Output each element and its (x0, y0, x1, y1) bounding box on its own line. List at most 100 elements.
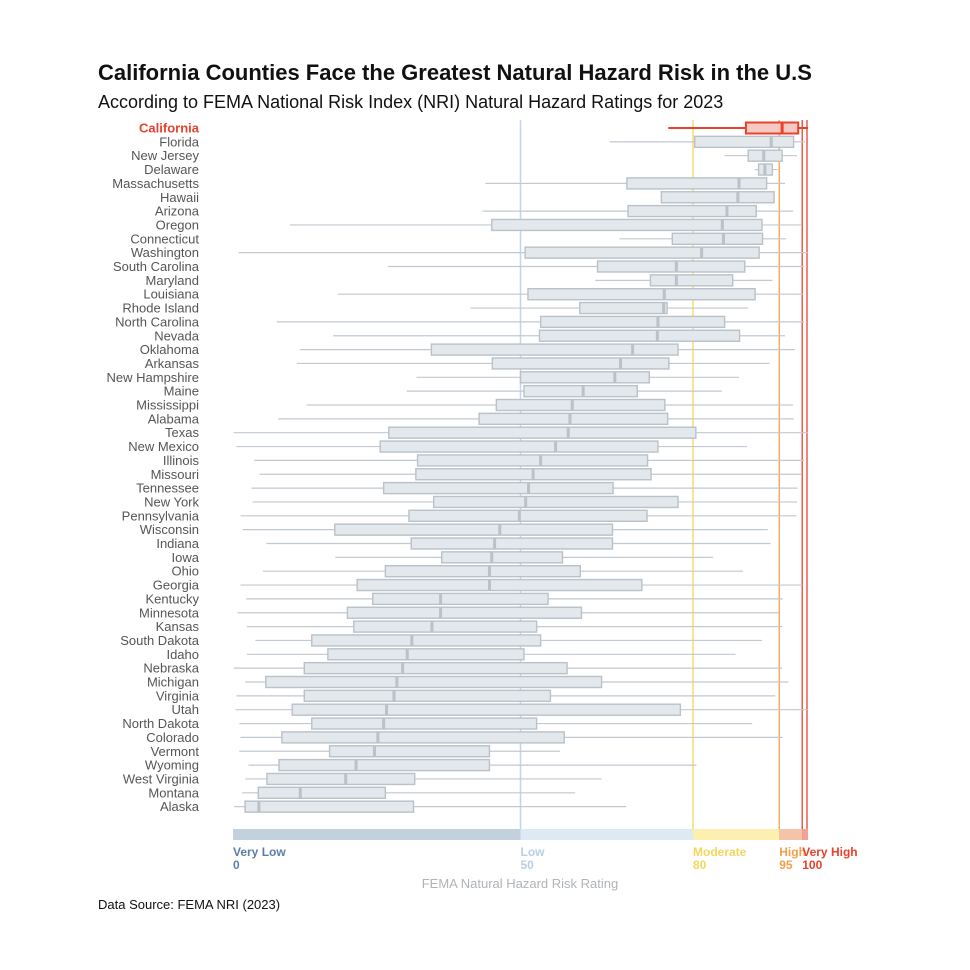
box-maine (523, 384, 638, 398)
band-value: 0 (233, 858, 240, 872)
x-axis-label: FEMA Natural Hazard Risk Rating (422, 876, 619, 891)
box-north-carolina (539, 315, 726, 329)
state-label: Iowa (172, 550, 200, 565)
box-wisconsin (334, 523, 614, 536)
state-label: Colorado (146, 730, 199, 745)
box-california (744, 121, 800, 135)
band-value: 50 (521, 858, 535, 872)
state-label: Washington (131, 245, 199, 260)
band-label: Very High (802, 845, 857, 859)
state-label: Maine (164, 384, 199, 399)
box-kansas (353, 620, 538, 633)
box-south-dakota (311, 634, 542, 647)
state-label: Georgia (153, 578, 200, 593)
box-south-carolina (596, 260, 746, 273)
band-segment (779, 829, 803, 840)
chart-subtitle: According to FEMA National Risk Index (N… (98, 92, 724, 112)
state-label: Montana (148, 785, 199, 800)
state-label: New Jersey (131, 148, 199, 163)
box-pennsylvania (408, 509, 648, 522)
band-value: 80 (693, 858, 707, 872)
box-kentucky (372, 592, 549, 606)
box-louisiana (527, 288, 756, 301)
state-label: New York (144, 494, 199, 509)
band-segment (520, 829, 693, 840)
box-rhode-island (579, 301, 668, 315)
box-texas (388, 426, 697, 439)
state-label: Hawaii (160, 190, 199, 205)
state-label: South Carolina (113, 259, 200, 274)
state-label: North Carolina (115, 314, 200, 329)
state-label: Wyoming (145, 758, 199, 773)
box-alabama (478, 412, 669, 426)
box-mississippi (495, 398, 666, 412)
band-value: 100 (802, 858, 822, 872)
state-label: Kansas (156, 619, 200, 634)
state-label: Texas (165, 425, 199, 440)
box-arkansas (491, 357, 670, 370)
box-idaho (327, 648, 525, 661)
state-label: Vermont (151, 744, 200, 759)
state-label: Arizona (155, 204, 200, 219)
state-label: Rhode Island (122, 301, 199, 316)
state-label: Arkansas (145, 356, 200, 371)
state-boxplots (233, 121, 808, 813)
state-label: Minnesota (139, 605, 200, 620)
box-nevada (538, 329, 741, 342)
state-label: Connecticut (130, 231, 199, 246)
box-oregon (491, 218, 763, 232)
band-label: Low (521, 845, 546, 859)
box-minnesota (346, 606, 583, 619)
box-massachusetts (626, 177, 768, 190)
state-label: Idaho (166, 647, 199, 662)
state-label: Nevada (154, 328, 200, 343)
state-label: Kentucky (146, 591, 200, 606)
state-label: Maryland (146, 273, 199, 288)
state-label: Michigan (147, 675, 199, 690)
box-colorado (281, 731, 565, 744)
band-label: High (779, 845, 806, 859)
box-alaska (244, 800, 415, 813)
band-value: 95 (779, 858, 793, 872)
box-tennessee (382, 481, 614, 495)
state-label: Ohio (172, 564, 199, 579)
box-oklahoma (430, 343, 679, 356)
state-label: California (139, 121, 200, 136)
state-label: Pennsylvania (122, 508, 200, 523)
box-vermont (328, 745, 491, 758)
box-hawaii (660, 191, 775, 204)
band-segment (233, 829, 521, 840)
data-source: Data Source: FEMA NRI (2023) (98, 897, 281, 912)
box-maryland (649, 274, 734, 287)
state-label: South Dakota (120, 633, 200, 648)
state-label: Oklahoma (140, 342, 200, 357)
state-label: Alaska (160, 799, 200, 814)
box-florida (694, 135, 795, 149)
box-utah (291, 703, 682, 716)
state-label: Mississippi (136, 398, 199, 413)
box-michigan (265, 675, 603, 689)
box-wyoming (278, 758, 491, 772)
box-arizona (627, 204, 757, 218)
state-label: Alabama (148, 411, 200, 426)
chart-title: California Counties Face the Greatest Na… (98, 60, 812, 85)
state-label: New Mexico (128, 439, 199, 454)
box-georgia (356, 578, 643, 592)
state-label: Indiana (156, 536, 199, 551)
state-label: Louisiana (143, 287, 199, 302)
state-label: North Dakota (122, 716, 199, 731)
state-label: Utah (172, 702, 199, 717)
rating-band-bar (233, 829, 808, 840)
state-label: Florida (159, 134, 200, 149)
state-label: New Hampshire (107, 370, 199, 385)
state-label: Nebraska (143, 661, 199, 676)
state-label: Wisconsin (140, 522, 199, 537)
state-label: Tennessee (136, 481, 199, 496)
box-new-mexico (379, 440, 659, 453)
state-label: Delaware (144, 162, 199, 177)
box-indiana (410, 537, 614, 550)
state-label: Virginia (156, 688, 200, 703)
box-north-dakota (311, 717, 538, 730)
